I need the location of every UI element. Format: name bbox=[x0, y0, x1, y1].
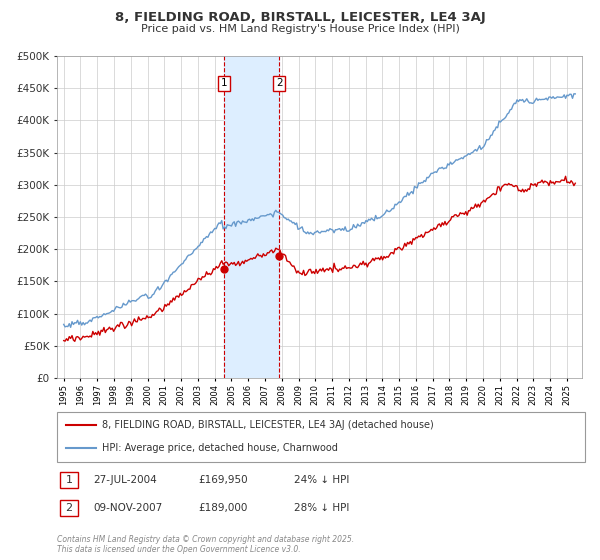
Text: 28% ↓ HPI: 28% ↓ HPI bbox=[294, 503, 349, 513]
Text: 27-JUL-2004: 27-JUL-2004 bbox=[93, 475, 157, 485]
Text: 8, FIELDING ROAD, BIRSTALL, LEICESTER, LE4 3AJ: 8, FIELDING ROAD, BIRSTALL, LEICESTER, L… bbox=[115, 11, 485, 24]
Text: £189,000: £189,000 bbox=[198, 503, 247, 513]
Text: 09-NOV-2007: 09-NOV-2007 bbox=[93, 503, 162, 513]
Text: 2: 2 bbox=[65, 503, 73, 513]
Text: 8, FIELDING ROAD, BIRSTALL, LEICESTER, LE4 3AJ (detached house): 8, FIELDING ROAD, BIRSTALL, LEICESTER, L… bbox=[102, 420, 434, 430]
Text: 2: 2 bbox=[276, 78, 283, 88]
Bar bbox=[224, 56, 280, 378]
Text: 1: 1 bbox=[221, 78, 227, 88]
Text: 24% ↓ HPI: 24% ↓ HPI bbox=[294, 475, 349, 485]
Text: Price paid vs. HM Land Registry's House Price Index (HPI): Price paid vs. HM Land Registry's House … bbox=[140, 24, 460, 34]
Text: Contains HM Land Registry data © Crown copyright and database right 2025.
This d: Contains HM Land Registry data © Crown c… bbox=[57, 535, 354, 554]
Text: £169,950: £169,950 bbox=[198, 475, 248, 485]
Text: 1: 1 bbox=[65, 475, 73, 485]
Text: HPI: Average price, detached house, Charnwood: HPI: Average price, detached house, Char… bbox=[102, 443, 338, 453]
